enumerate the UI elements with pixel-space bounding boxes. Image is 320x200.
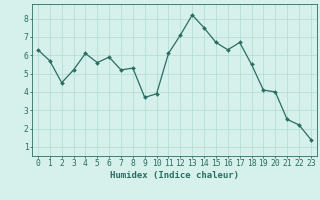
X-axis label: Humidex (Indice chaleur): Humidex (Indice chaleur) bbox=[110, 171, 239, 180]
